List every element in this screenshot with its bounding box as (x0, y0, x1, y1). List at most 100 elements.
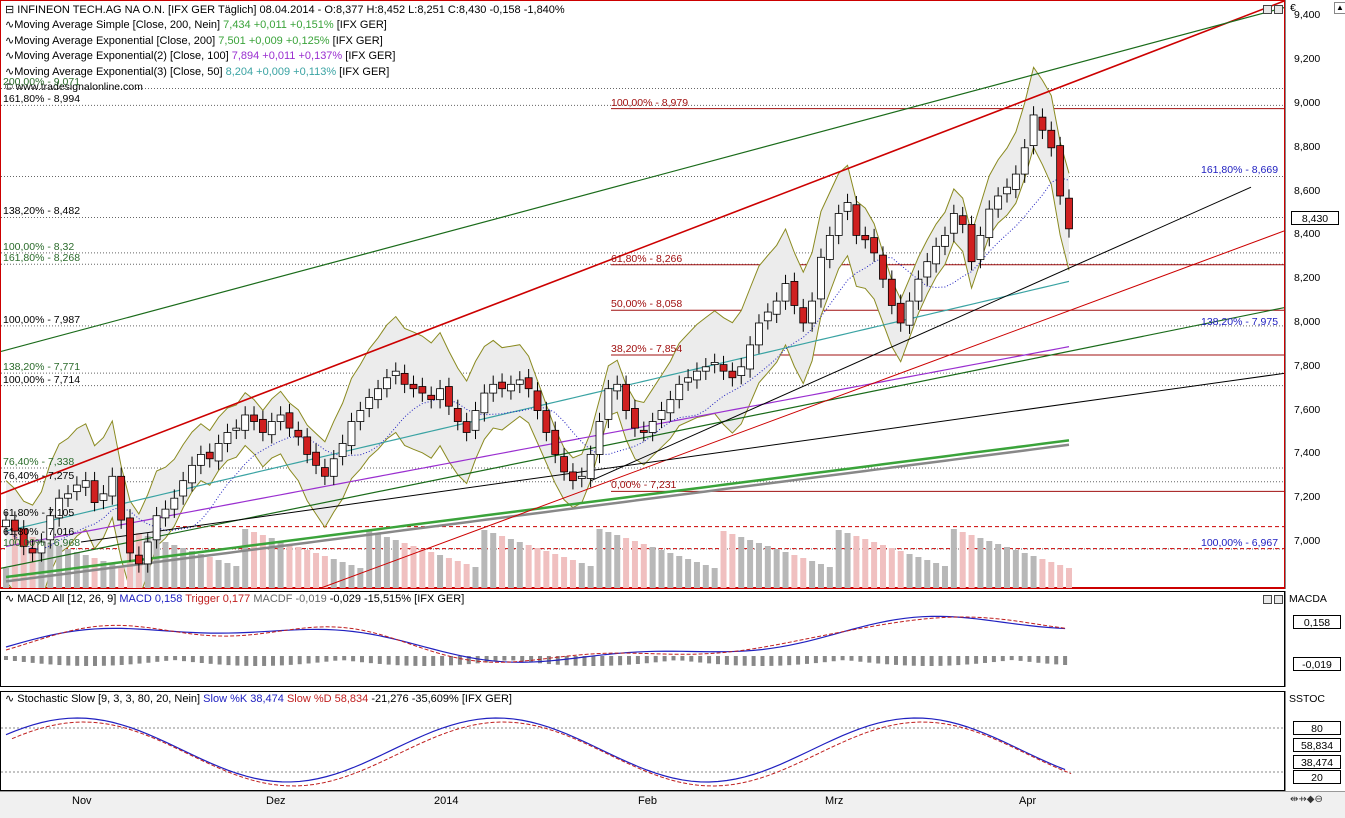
macdf-bar (858, 656, 863, 662)
price-axis[interactable]: € ▲ (1285, 0, 1345, 589)
macdf-bar (573, 656, 578, 666)
trendline-black-upper (590, 186, 1252, 482)
candle-body (170, 497, 179, 510)
candle-body (560, 456, 568, 473)
fib-label: 76,40% - 7,338 (3, 455, 75, 468)
chart-title: ⊟ INFINEON TECH.AG NA O.N. [IFX GER Tägl… (5, 3, 565, 18)
volume-bar (286, 544, 293, 588)
macd-restore-button[interactable] (1263, 595, 1272, 604)
volume-bar (516, 542, 523, 588)
candle-body (728, 370, 737, 379)
macdf-bar (235, 656, 240, 666)
stoch-d-box: 58,834 (1293, 738, 1341, 752)
candle-body (852, 204, 861, 236)
macdf-bar (724, 656, 729, 665)
macd-close-button[interactable] (1274, 595, 1283, 604)
macdf-bar (128, 656, 133, 665)
candle-body (524, 377, 533, 390)
price-chart-pane[interactable]: ⊟ INFINEON TECH.AG NA O.N. [IFX GER Tägl… (0, 0, 1285, 589)
macdf-bar (502, 656, 507, 661)
macdf-bar (787, 656, 792, 666)
candle-body (179, 480, 188, 497)
candle-body (896, 302, 905, 324)
macdf-bar (920, 656, 925, 666)
indicator-icon: ∿ (5, 19, 15, 31)
candle-body (941, 234, 949, 247)
volume-bar (321, 556, 328, 588)
volume-bar (215, 560, 222, 588)
time-axis[interactable]: ⇹⇸◆⊖ (0, 791, 1345, 818)
candle-body (19, 528, 28, 547)
candle-body (790, 280, 799, 306)
time-label-apr: Apr (1019, 795, 1037, 807)
close-button[interactable] (1274, 5, 1283, 14)
stochastic-pane[interactable]: ∿ Stochastic Slow [9, 3, 3, 80, 20, Nein… (0, 691, 1285, 791)
fib-label: 100,00% - 8,979 (611, 96, 689, 109)
volume-bar (375, 534, 382, 588)
volume-bar (109, 564, 116, 588)
candle-body (489, 383, 498, 394)
volume-bar (534, 548, 541, 588)
macdf-bar (297, 656, 302, 665)
candle-body (772, 300, 781, 315)
candle-body (746, 344, 754, 370)
ema100-line (5, 346, 1070, 547)
volume-bar (1048, 562, 1055, 588)
indicator-icon: ∿ (5, 34, 15, 47)
candle-body (1003, 186, 1011, 195)
macdf-bar (173, 656, 178, 661)
volume-bar (1066, 568, 1072, 588)
candle-body (781, 283, 790, 302)
candle-body (267, 421, 276, 436)
stoch-d-value: Slow %D 58,834 (286, 693, 369, 705)
stoch-change: -21,276 -35,609% [IFX GER] (368, 693, 512, 705)
candle-body (914, 278, 923, 302)
macdf-bar (778, 656, 783, 666)
candle-body (90, 480, 99, 503)
volume-bar (561, 557, 568, 588)
volume-bar (667, 553, 674, 588)
stoch-d-line (11, 721, 1072, 787)
scroll-up-icon[interactable]: ▲ (1334, 2, 1345, 14)
indicator-legend-3: ∿Moving Average Exponential(3) [Close, 5… (5, 65, 389, 80)
macd-axis[interactable]: MACDA (1285, 591, 1345, 687)
stoch-tick-20: 20 (1293, 770, 1341, 784)
candle-body (622, 383, 630, 412)
macdf-bar (155, 656, 160, 662)
zoom-controls-icon[interactable]: ⇹⇸◆⊖ (1290, 794, 1323, 805)
candle-body (196, 453, 205, 466)
volume-bar (73, 552, 80, 588)
candle-body (693, 370, 701, 381)
volume-bar (1057, 565, 1064, 588)
candle-body (28, 548, 37, 554)
macdf-bar (822, 656, 827, 663)
candle-body (214, 443, 223, 462)
candle-body (542, 410, 551, 433)
restore-button[interactable] (1263, 5, 1272, 14)
volume-bar (1021, 553, 1028, 588)
volume-bar (906, 554, 913, 588)
macdf-bar (431, 656, 436, 666)
fib-label: 76,40% - 7,275 (3, 469, 75, 482)
macd-pane[interactable]: ∿ MACD All [12, 26, 9] MACD 0,158 Trigge… (0, 591, 1285, 687)
candle-body (613, 383, 622, 392)
fib-label: 161,80% - 8,669 (1201, 164, 1279, 177)
macdf-bar (983, 656, 987, 663)
volume-bar (47, 543, 54, 588)
volume-bar (295, 547, 302, 588)
candle-body (374, 388, 382, 401)
fib-label: 100,00% - 6,967 (1201, 537, 1279, 550)
indicator-suffix: [IFX GER] (336, 65, 390, 78)
trendline-black-lower (80, 372, 1284, 543)
volume-bar (959, 532, 966, 588)
candle-body (577, 475, 586, 479)
candle-body (383, 377, 391, 390)
volume-bar (410, 546, 417, 588)
candle-body (932, 245, 941, 265)
volume-bar (995, 544, 1002, 588)
price-tick: 8,600 (1294, 184, 1321, 197)
macdf-bar (386, 656, 391, 665)
price-tick: 7,000 (1294, 535, 1321, 547)
macdf-bar (493, 656, 498, 662)
candle-body (498, 381, 506, 390)
